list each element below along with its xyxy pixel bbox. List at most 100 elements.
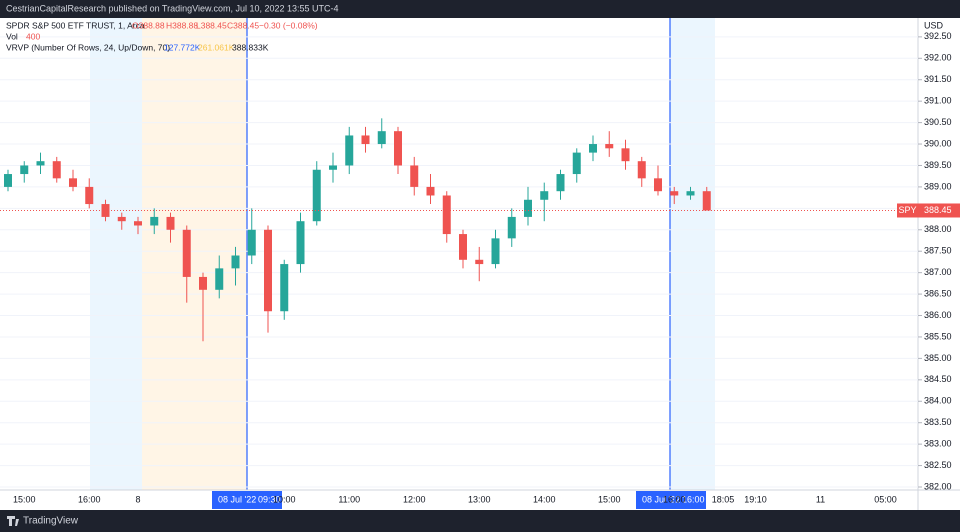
symbol-tag-bg — [897, 203, 918, 218]
candle-body — [459, 234, 467, 260]
candle-body — [247, 229, 256, 256]
x-tick-label: 14:00 — [533, 494, 556, 504]
candle-body — [231, 255, 240, 269]
vrvp-down: 261.061K — [198, 42, 235, 52]
ohlc-change: −0.30 (−0.08%) — [259, 20, 318, 30]
candle-body — [182, 229, 191, 277]
candle-body — [85, 186, 94, 205]
y-tick-label: 387.00 — [924, 267, 952, 277]
candle-body — [264, 229, 272, 312]
y-tick-label: 385.00 — [924, 353, 952, 363]
ohlc-open: O388.88 — [132, 20, 165, 30]
x-tick-label: 10:00 — [273, 494, 296, 504]
symbol-tag: SPY — [898, 205, 916, 215]
publisher-text: CestrianCapitalResearch published on Tra… — [6, 3, 339, 13]
candle-body — [524, 199, 532, 217]
crosshair-label — [636, 491, 706, 509]
candle-body — [589, 144, 597, 153]
crosshair-time: 16:00 — [682, 494, 705, 504]
candle-body — [345, 135, 354, 166]
candle-body — [426, 186, 435, 196]
y-tick-label: 392.50 — [924, 31, 952, 41]
candle-body — [605, 144, 614, 149]
candle-body — [166, 216, 175, 230]
crosshair-time: 09:30 — [258, 494, 281, 504]
y-tick-label: 386.00 — [924, 310, 952, 320]
candle-body — [36, 161, 45, 166]
candle-body — [280, 264, 289, 312]
candle-body — [69, 178, 77, 187]
logo — [7, 516, 19, 526]
candle-body — [540, 191, 549, 200]
x-tick-label: 15:00 — [13, 494, 36, 504]
y-tick-label: 383.00 — [924, 439, 952, 449]
crosshair-label — [212, 491, 282, 509]
y-tick-label: 387.50 — [924, 246, 952, 256]
candle-body — [442, 195, 451, 235]
y-tick-label: 388.00 — [924, 224, 952, 234]
ohlc-close: C388.45 — [227, 20, 259, 30]
candle-body — [621, 148, 630, 162]
footer-bar — [0, 510, 960, 532]
candle-body — [475, 259, 484, 265]
y-tick-label: 389.50 — [924, 160, 952, 170]
y-tick-label: 390.50 — [924, 117, 952, 127]
plot — [0, 36, 918, 488]
x-tick-label: 8 — [135, 494, 140, 504]
candle-body — [4, 174, 12, 187]
crosshair-date: 08 Jul '22 — [218, 494, 256, 504]
y-tick-label: 390.00 — [924, 138, 952, 148]
y-tick-label: 385.50 — [924, 331, 952, 341]
x-tick-label: 16:00 — [663, 494, 686, 504]
footer-brand: TradingView — [23, 516, 79, 527]
last-price-bg — [918, 203, 960, 218]
candle-body — [670, 191, 679, 196]
last-price-label: 388.45 — [924, 205, 952, 215]
session-shade — [670, 18, 715, 490]
candle-body — [702, 191, 711, 211]
crosshair-date: 08 Jul '22 — [642, 494, 680, 504]
vrvp-up: 127.772K — [164, 42, 201, 52]
y-tick-label: 389.00 — [924, 181, 952, 191]
candle-body — [394, 131, 402, 166]
symbol: SPDR S&P 500 ETF TRUST, 1, Arca — [6, 20, 145, 30]
candle-body — [572, 152, 581, 175]
legend: SPDR S&P 500 ETF TRUST, 1, Arca O388.88 … — [6, 20, 318, 52]
x-tick-label: 05:00 — [874, 494, 897, 504]
candle-body — [556, 174, 565, 192]
x-tick-label: 16:00 — [78, 494, 101, 504]
candle-body — [410, 165, 419, 187]
candle-body — [654, 178, 662, 192]
x-tick-label: 12:00 — [403, 494, 426, 504]
top-bar — [0, 0, 960, 18]
candle-body — [507, 216, 516, 239]
y-tick-label: 391.50 — [924, 74, 952, 84]
premarket-shade — [142, 18, 247, 490]
y-tick-label: 382.50 — [924, 460, 952, 470]
candle-body — [686, 191, 695, 196]
vol-label: Vol — [6, 31, 18, 41]
session-shade — [90, 18, 142, 490]
candle-body — [134, 221, 142, 226]
x-tick-label: 18:05 — [712, 494, 735, 504]
ohlc-high: H388.88 — [166, 20, 198, 30]
y-tick-label: 384.50 — [924, 374, 952, 384]
candle-body — [329, 165, 337, 170]
candle-body — [150, 216, 159, 226]
y-tick-label: 386.50 — [924, 288, 952, 298]
candle-body — [296, 221, 305, 265]
y-tick-label: 392.00 — [924, 53, 952, 63]
x-tick-label: 11:00 — [338, 494, 360, 504]
candle-body — [215, 268, 224, 290]
candle-body — [361, 135, 370, 145]
y-tick-label: 384.00 — [924, 396, 952, 406]
candle-body — [117, 216, 126, 222]
vol-value: 400 — [26, 31, 40, 41]
candle-body — [491, 238, 500, 265]
candle-body — [377, 131, 386, 145]
candle-body — [20, 165, 29, 175]
ohlc-low: L388.45 — [196, 20, 227, 30]
x-tick-label: 15:00 — [598, 494, 621, 504]
x-tick-label: 13:00 — [468, 494, 491, 504]
